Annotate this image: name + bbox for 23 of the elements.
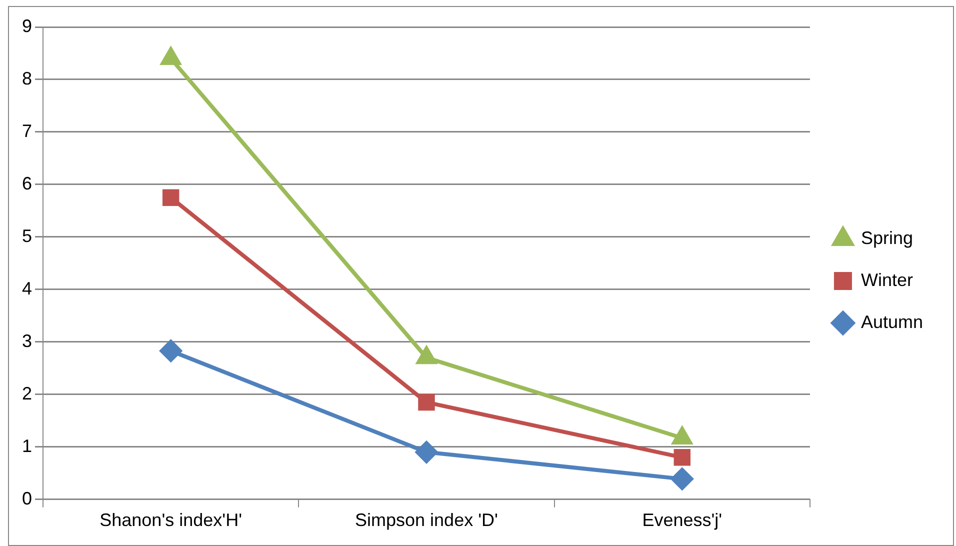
y-tick-label: 1 — [22, 436, 32, 456]
y-tick-label: 5 — [22, 226, 32, 246]
point — [418, 394, 435, 411]
y-tick-label: 6 — [22, 173, 32, 194]
legend-label: Winter — [860, 270, 913, 290]
y-tick-label: 0 — [22, 488, 32, 508]
x-tick-label: Shanon's index'H' — [100, 510, 242, 530]
point — [162, 189, 180, 206]
point — [671, 468, 694, 490]
legend-label: Autumn — [860, 312, 924, 332]
legend-label: Spring — [860, 228, 913, 248]
point — [674, 449, 691, 466]
point — [415, 441, 438, 464]
point — [161, 47, 181, 65]
y-tick-label: 9 — [22, 16, 32, 36]
point — [160, 340, 182, 362]
y-tick-label: 3 — [22, 330, 32, 351]
x-tick-label: Eveness'j' — [642, 510, 722, 530]
y-tick-label: 2 — [22, 383, 32, 404]
x-tick-label: Simpson index 'D' — [355, 510, 498, 530]
y-tick-label: 7 — [22, 120, 32, 141]
y-tick-label: 8 — [22, 68, 32, 88]
y-tick-label: 4 — [22, 278, 32, 298]
